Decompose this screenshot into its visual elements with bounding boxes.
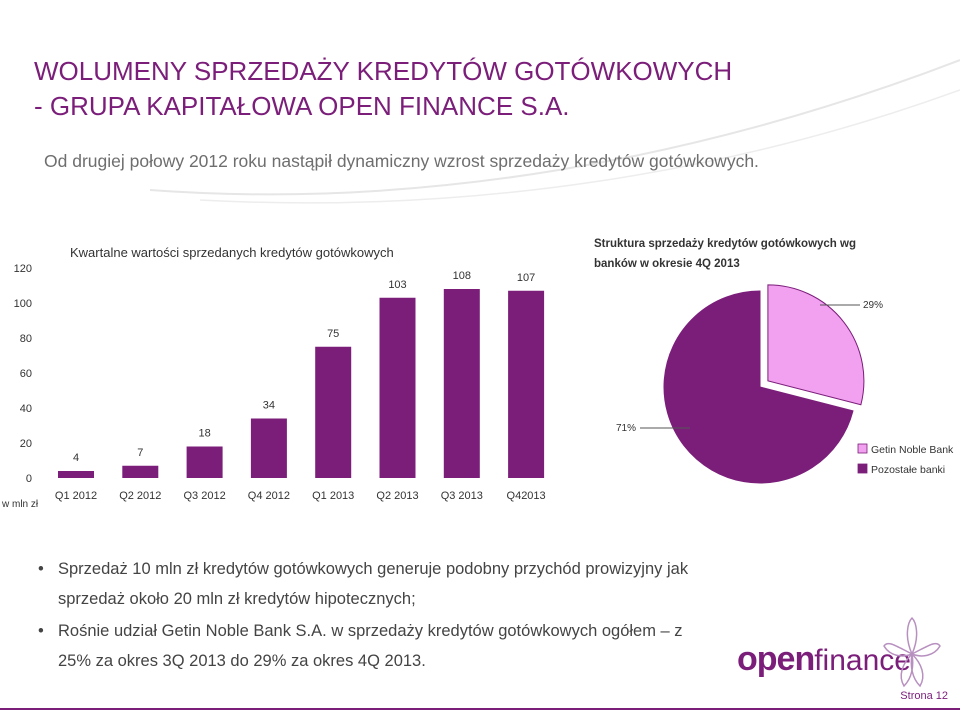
x-tick-label: Q4 2012 bbox=[248, 490, 290, 502]
bullet-text-line: sprzedaż około 20 mln zł kredytów hipote… bbox=[58, 590, 416, 608]
data-label: 18 bbox=[198, 428, 210, 440]
x-tick-label: Q1 2013 bbox=[312, 490, 354, 502]
y-tick-label: 80 bbox=[20, 333, 32, 345]
bar bbox=[508, 290, 545, 478]
y-axis-label: w mln zł bbox=[1, 499, 39, 510]
y-tick-label: 100 bbox=[14, 298, 32, 310]
x-tick-label: Q42013 bbox=[507, 490, 546, 502]
bullet-item: • Sprzedaż 10 mln zł kredytów gotówkowyc… bbox=[36, 554, 736, 614]
logo-finance: finance bbox=[814, 644, 911, 677]
y-tick-label: 60 bbox=[20, 368, 32, 380]
y-tick-label: 40 bbox=[20, 403, 32, 415]
x-tick-label: Q1 2012 bbox=[55, 490, 97, 502]
bullet-dot: • bbox=[38, 560, 44, 578]
data-label: 4 bbox=[73, 452, 79, 464]
bullet-text-line: Rośnie udział Getin Noble Bank S.A. w sp… bbox=[58, 622, 683, 640]
chart-title: Kwartalne wartości sprzedanych kredytów … bbox=[70, 245, 394, 260]
bar bbox=[186, 446, 223, 478]
bar bbox=[443, 289, 480, 478]
data-label: 75 bbox=[327, 328, 339, 340]
x-tick-label: Q3 2013 bbox=[441, 490, 483, 502]
title-line-1: WOLUMENY SPRZEDAŻY KREDYTÓW GOTÓWKOWYCH bbox=[34, 56, 733, 86]
x-tick-label: Q2 2013 bbox=[376, 490, 418, 502]
logo-wordmark: openfinance bbox=[737, 640, 911, 679]
data-label: 103 bbox=[388, 279, 406, 291]
orchid-flower-icon bbox=[883, 616, 941, 688]
y-tick-label: 20 bbox=[20, 438, 32, 450]
bar bbox=[250, 418, 287, 478]
bar bbox=[379, 297, 416, 478]
bar bbox=[315, 346, 352, 478]
bullet-text-line: Sprzedaż 10 mln zł kredytów gotówkowych … bbox=[58, 560, 689, 578]
open-finance-logo: openfinance bbox=[732, 616, 942, 696]
data-label: 34 bbox=[263, 400, 275, 412]
data-label: 7 bbox=[137, 447, 143, 459]
footer-line bbox=[0, 708, 960, 710]
title-line-2: - GRUPA KAPITAŁOWA OPEN FINANCE S.A. bbox=[34, 91, 570, 121]
bar bbox=[122, 465, 159, 478]
slide-subtitle: Od drugiej połowy 2012 roku nastąpił dyn… bbox=[44, 151, 759, 171]
bullet-text-line: 25% za okres 3Q 2013 do 29% za okres 4Q … bbox=[58, 652, 426, 670]
y-tick-label: 120 bbox=[14, 263, 32, 275]
slide-title: WOLUMENY SPRZEDAŻY KREDYTÓW GOTÓWKOWYCH … bbox=[34, 54, 732, 124]
x-tick-label: Q3 2012 bbox=[183, 490, 225, 502]
bullet-dot: • bbox=[38, 622, 44, 640]
bar bbox=[58, 471, 94, 478]
data-label: 108 bbox=[453, 270, 471, 282]
data-label: 107 bbox=[517, 272, 535, 284]
decorative-swoosh bbox=[149, 59, 960, 204]
x-tick-label: Q2 2012 bbox=[119, 490, 161, 502]
page-number: Strona 12 bbox=[900, 690, 948, 702]
bullet-list: • Sprzedaż 10 mln zł kredytów gotówkowyc… bbox=[36, 554, 736, 678]
logo-open: open bbox=[737, 640, 815, 678]
bullet-item: • Rośnie udział Getin Noble Bank S.A. w … bbox=[36, 616, 736, 676]
y-tick-label: 0 bbox=[26, 473, 32, 485]
